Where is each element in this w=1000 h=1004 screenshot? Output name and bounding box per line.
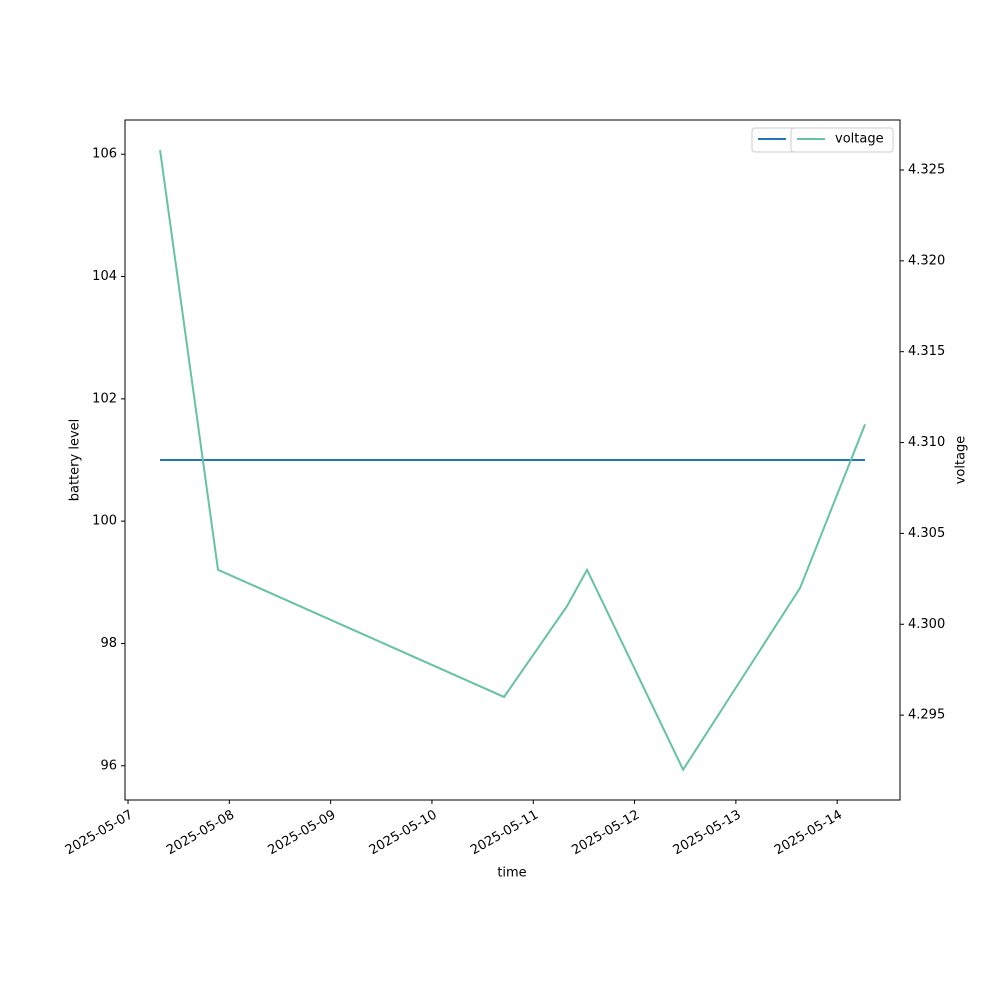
y2-tick-label: 4.295 [908,708,945,723]
x-tick-label: 2025-05-11 [468,808,541,859]
y2-tick-label: 4.320 [908,253,945,268]
y-tick-label: 106 [92,147,117,162]
y-tick-label: 98 [100,636,117,651]
y-tick-label: 96 [100,758,117,773]
y-tick-label: 104 [92,269,117,284]
y2-axis-label: voltage [954,436,969,485]
y-tick-label: 102 [92,391,117,406]
y-tick-label: 100 [92,514,117,529]
legend-box [790,127,894,153]
y2-tick-label: 4.325 [908,162,945,177]
y2-tick-label: 4.315 [908,344,945,359]
plot-frame [124,119,901,801]
y-axis-label: battery level [68,419,83,502]
y2-tick-label: 4.305 [908,526,945,541]
x-tick-label: 2025-05-08 [164,808,237,859]
series-line [159,149,866,772]
x-tick-label: 2025-05-12 [569,808,642,859]
x-tick-label: 2025-05-09 [265,808,338,859]
y2-tick-label: 4.300 [908,617,945,632]
legend-label: voltage [835,132,884,147]
y2-tick-label: 4.310 [908,435,945,450]
x-tick-label: 2025-05-13 [671,808,744,859]
x-axis-label: time [497,866,526,881]
x-tick-label: 2025-05-10 [367,808,440,859]
x-tick-label: 2025-05-14 [772,808,845,859]
x-tick-label: 2025-05-07 [63,808,136,859]
